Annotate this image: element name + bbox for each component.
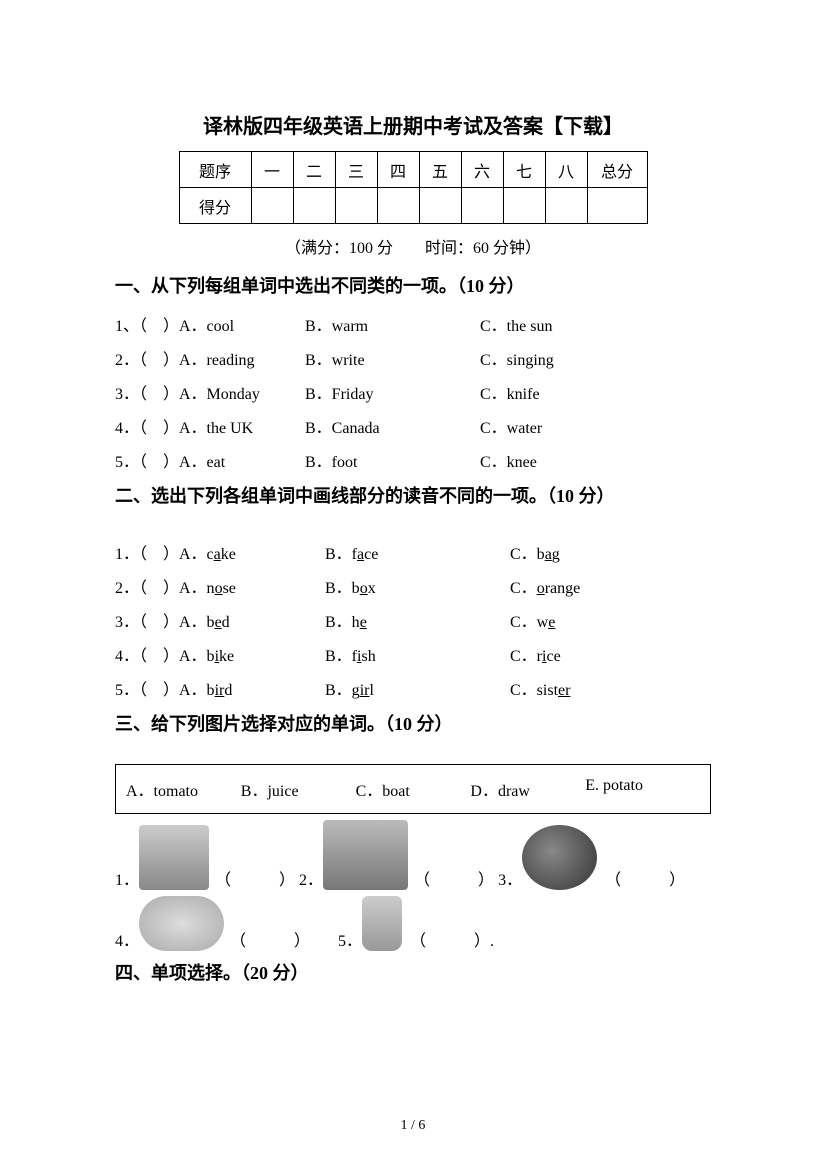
score-cell	[377, 188, 419, 224]
word-option: E. potato	[585, 777, 700, 801]
score-cell	[545, 188, 587, 224]
boat-icon	[139, 825, 209, 890]
q-num: 3．	[498, 866, 522, 890]
q-num: 5．	[338, 927, 362, 951]
page-number: 1 / 6	[0, 1118, 826, 1134]
option-a: 1、（ ）A．cool	[115, 312, 305, 336]
section-2-header: 二、选出下列各组单词中画线部分的读音不同的一项。（10 分）	[115, 482, 711, 508]
option-a: 4．（ ）A．bike	[115, 642, 325, 666]
juice-icon	[362, 896, 402, 951]
option-b: B．foot	[305, 448, 480, 472]
table-row: 得分	[179, 188, 647, 224]
answer-blank: （ ）.	[410, 927, 494, 951]
option-c: C．singing	[480, 346, 620, 370]
option-a: 2．（ ）A．nose	[115, 574, 325, 598]
option-a: 3．（ ）A．Monday	[115, 380, 305, 404]
option-a: 5．（ ）A．bird	[115, 676, 325, 700]
option-b: B．Friday	[305, 380, 480, 404]
option-a: 2．（ ）A．reading	[115, 346, 305, 370]
section-2-body: 1．（ ）A．cakeB．faceC．bag2．（ ）A．noseB．boxC．…	[115, 540, 711, 700]
option-b: B．face	[325, 540, 510, 564]
col-header: 四	[377, 152, 419, 188]
option-b: B．box	[325, 574, 510, 598]
section-4-header: 四、单项选择。（20 分）	[115, 959, 711, 985]
question-row: 2．（ ）A．noseB．boxC．orange	[115, 574, 711, 598]
col-header: 六	[461, 152, 503, 188]
score-cell	[503, 188, 545, 224]
question-row: 3．（ ）A．MondayB．FridayC．knife	[115, 380, 711, 404]
option-c: C．the sun	[480, 312, 620, 336]
word-option: D．draw	[470, 777, 585, 801]
word-bank: A．tomato B．juice C．boat D．draw E. potato	[115, 764, 711, 814]
option-a: 4．（ ）A．the UK	[115, 414, 305, 438]
row-label: 题序	[179, 152, 251, 188]
word-option: A．tomato	[126, 777, 241, 801]
row-label: 得分	[179, 188, 251, 224]
col-header: 二	[293, 152, 335, 188]
image-row-2: 4． （ ） 5． （ ）.	[115, 896, 711, 951]
tomato-icon	[522, 825, 597, 890]
score-cell	[461, 188, 503, 224]
answer-blank: （ ）	[605, 866, 685, 890]
question-row: 5．（ ）A．birdB．girlC．sister	[115, 676, 711, 700]
question-row: 2．（ ）A．readingB．writeC．singing	[115, 346, 711, 370]
image-row-1: 1． （ ） 2． （ ） 3． （ ）	[115, 820, 711, 890]
option-c: C．we	[510, 608, 650, 632]
option-c: C．knife	[480, 380, 620, 404]
col-header: 一	[251, 152, 293, 188]
answer-blank: （ ）	[230, 927, 310, 951]
option-b: B．fish	[325, 642, 510, 666]
section-1-body: 1、（ ）A．coolB．warmC．the sun 2．（ ）A．reading…	[115, 312, 711, 472]
score-cell	[251, 188, 293, 224]
option-b: B．write	[305, 346, 480, 370]
question-row: 4．（ ）A．the UKB．CanadaC．water	[115, 414, 711, 438]
col-header: 三	[335, 152, 377, 188]
question-row: 3．（ ）A．bedB．heC．we	[115, 608, 711, 632]
option-a: 5．（ ）A．eat	[115, 448, 305, 472]
draw-icon	[323, 820, 408, 890]
table-row: 题序 一 二 三 四 五 六 七 八 总分	[179, 152, 647, 188]
col-header: 八	[545, 152, 587, 188]
question-row: 4．（ ）A．bikeB．fishC．rice	[115, 642, 711, 666]
question-row: 1、（ ）A．coolB．warmC．the sun	[115, 312, 711, 336]
option-c: C．sister	[510, 676, 650, 700]
score-cell	[587, 188, 647, 224]
section-3-header: 三、给下列图片选择对应的单词。（10 分）	[115, 710, 711, 736]
option-a: 1．（ ）A．cake	[115, 540, 325, 564]
word-option: B．juice	[241, 777, 356, 801]
option-b: B．he	[325, 608, 510, 632]
option-b: B．warm	[305, 312, 480, 336]
option-b: B．girl	[325, 676, 510, 700]
section-1-header: 一、从下列每组单词中选出不同类的一项。（10 分）	[115, 272, 711, 298]
question-row: 5．（ ）A．eatB．footC．knee	[115, 448, 711, 472]
col-header: 五	[419, 152, 461, 188]
q-num: 4．	[115, 927, 139, 951]
option-c: C．bag	[510, 540, 650, 564]
col-total: 总分	[587, 152, 647, 188]
score-cell	[335, 188, 377, 224]
q-num: 1．	[115, 866, 139, 890]
potato-icon	[139, 896, 224, 951]
score-cell	[293, 188, 335, 224]
q-num: 2．	[299, 866, 323, 890]
question-row: 1．（ ）A．cakeB．faceC．bag	[115, 540, 711, 564]
option-c: C．knee	[480, 448, 620, 472]
option-c: C．water	[480, 414, 620, 438]
score-cell	[419, 188, 461, 224]
option-b: B．Canada	[305, 414, 480, 438]
answer-blank: （ ）	[215, 866, 295, 890]
word-option: C．boat	[356, 777, 471, 801]
score-table: 题序 一 二 三 四 五 六 七 八 总分 得分	[179, 151, 648, 224]
option-a: 3．（ ）A．bed	[115, 608, 325, 632]
col-header: 七	[503, 152, 545, 188]
option-c: C．rice	[510, 642, 650, 666]
answer-blank: （ ）	[414, 866, 494, 890]
page-title: 译林版四年级英语上册期中考试及答案【下载】	[115, 110, 711, 139]
exam-meta: （满分：100 分 时间：60 分钟）	[115, 234, 711, 258]
option-c: C．orange	[510, 574, 650, 598]
